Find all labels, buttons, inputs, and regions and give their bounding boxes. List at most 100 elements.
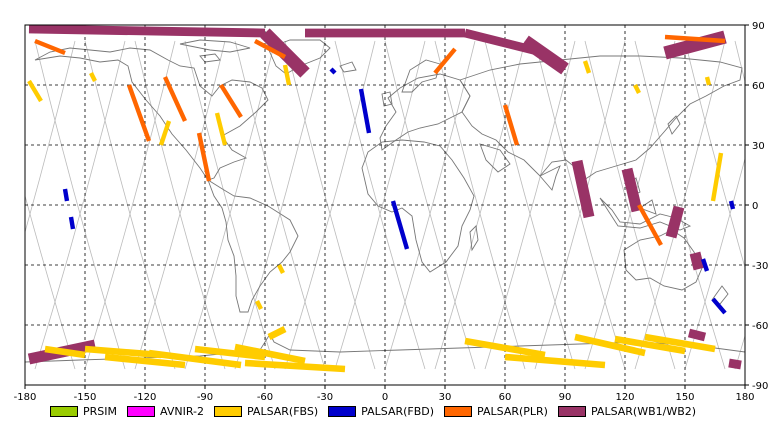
swath-segment [44,345,86,359]
orbit-track [184,40,276,370]
coast-uk-iceland [339,61,393,107]
swath-segment [162,76,188,122]
swath-segment [464,337,546,359]
y-axis: 90 60 30 0 -30 -60 -90 [745,21,768,392]
coast-asia [459,55,743,181]
swath-segment [574,333,646,357]
legend-label: PALSAR(FBD) [361,404,435,418]
swath-segment [104,353,186,369]
x-tick-label: 90 [559,392,572,403]
coast-japan [667,115,681,135]
coast-madagascar [469,225,479,252]
swath-segment [89,72,97,82]
legend-label: PALSAR(PLR) [477,404,548,418]
swath-segment [502,104,520,146]
x-tick-label: 0 [382,392,388,403]
y-tick-label: -30 [752,261,768,272]
swath-segment [28,25,266,38]
y-tick-label: -60 [752,321,768,332]
swath-segment [633,84,641,94]
legend-swatch [328,405,357,417]
swath-segment [521,35,569,75]
orbit-track [234,40,326,370]
x-tick-label: -150 [74,392,97,403]
orbit-track [484,40,576,370]
legend-item: PALSAR(FBS) [213,404,319,418]
swath-segment [687,328,707,342]
swath-segment [27,79,43,103]
swath-segment [704,76,712,86]
swath-segment [148,349,242,369]
swath-segment [710,152,724,202]
swath-segment [244,359,346,373]
swath-segment [219,83,243,119]
legend-swatch [213,405,242,417]
swath-segment [253,39,287,59]
swath-segment [728,358,742,370]
legend-item: PALSAR(WB1/WB2) [557,404,697,418]
swath-segment [664,34,726,44]
legend-item: PRSIM [50,405,117,418]
swath-segment [158,120,172,146]
legend-label: AVNIR-2 [160,404,204,418]
coast-australia [623,229,703,291]
coast-south-america [207,178,299,313]
coast-arabia-india [479,143,561,191]
swath-segment [277,264,285,274]
swath-segment [644,333,716,353]
orbit-track [634,40,726,370]
x-tick-label: 120 [615,392,634,403]
orbit-track [634,40,726,370]
x-tick-label: -60 [257,392,273,403]
swath-segment [84,345,162,359]
x-tick-label: -90 [197,392,213,403]
legend-item: PALSAR(FBD) [328,405,434,418]
swath-segment [390,200,410,250]
swath-segment [711,297,727,315]
legend-swatch [444,405,473,417]
y-tick-label: 30 [752,141,765,152]
y-tick-label: 60 [752,81,765,92]
swath-segment [614,335,686,355]
swath-segment [637,203,663,247]
swath-segment [68,216,76,230]
orbit-track [384,40,476,370]
x-tick-label: -120 [134,392,157,403]
swath-segment [621,167,643,213]
swath-segment [255,300,263,310]
legend-swatch [127,405,155,417]
legend-item: PALSAR(PLR) [444,405,548,418]
swath-segment [282,64,292,86]
grid-lines [25,25,745,385]
x-tick-label: 60 [499,392,512,403]
orbit-track [484,40,576,370]
swath-segment [196,132,212,182]
legend: PRSIM AVNIR-2 PALSAR(FBS) PALSAR(FBD) PALSAR… [50,403,706,419]
x-axis: -180 -150 -120 -90 -60 -30 0 30 60 90 120 150 180 [14,385,755,403]
swath-segment [260,28,310,78]
swath-segment [329,67,337,75]
swath-segment [504,353,606,369]
observation-swaths [27,25,742,373]
coast-greenland [267,39,331,75]
legend-swatch [557,405,586,417]
legend-label: PALSAR(FBS) [246,404,319,418]
swath-segment [433,47,457,75]
swath-segment [234,343,306,365]
x-tick-label: 180 [735,392,754,403]
swath-segment [214,112,228,146]
legend-label: PALSAR(WB1/WB2) [590,404,697,418]
swath-segment [571,159,595,219]
swath-segment [358,88,372,134]
legend-swatch [50,405,78,417]
orbit-track [84,40,176,370]
coast-arctic-islands [179,39,251,63]
swath-segment [126,84,152,142]
swath-segment [194,345,266,361]
swath-segment [728,200,736,210]
swath-segment [700,258,710,272]
orbit-track [34,40,126,370]
swath-segment [62,188,70,202]
x-tick-label: -180 [14,392,37,403]
